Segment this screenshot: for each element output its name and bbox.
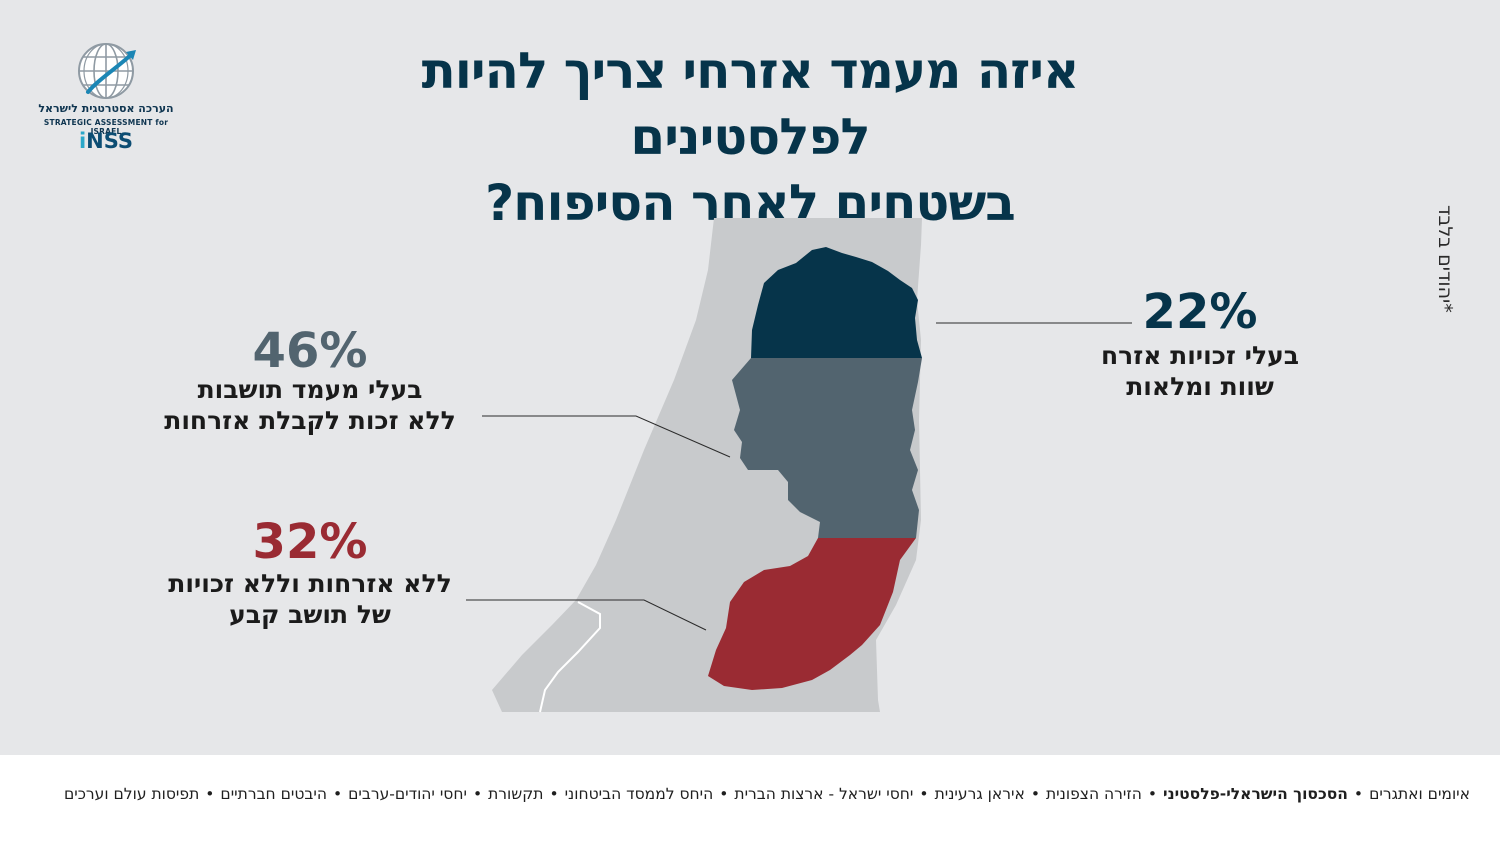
chart-title: איזה מעמד אזרחי צריך להיות לפלסטינים בשט… [300, 38, 1200, 236]
topics-list: איומים ואתגרים • הסכסוך הישראלי-פלסטיני • הז… [64, 785, 1470, 803]
category-label-32-line-1: ללא אזרחות וללא זכויות [168, 569, 452, 598]
topic-link[interactable]: הזירה הצפונית [1045, 785, 1142, 803]
topic-link[interactable]: הסכסוך הישראלי-פלסטיני [1163, 785, 1348, 803]
segment-full-citizenship [751, 247, 922, 358]
topic-separator: • [549, 785, 559, 803]
segment-residency [732, 358, 922, 538]
value-label-46: 46% [252, 323, 368, 379]
gaza-outline [539, 601, 601, 713]
map-graphic [466, 218, 1132, 713]
category-label-22: בעלי זכויות אזרח שוות ומלאות [1050, 340, 1350, 402]
logo-brand-text: NSS [86, 129, 134, 153]
topic-separator: • [205, 785, 215, 803]
topic-link[interactable]: יחסי יהודים-ערבים [348, 785, 467, 803]
logo-brand-prefix: i [78, 129, 87, 153]
topic-link[interactable]: תקשורת [488, 785, 544, 803]
category-label-22-line-1: בעלי זכויות אזרח [1101, 341, 1299, 370]
logo-hebrew-text: הערכה אסטרטגית לישראל [38, 102, 174, 115]
topic-link[interactable]: איראן גרעינית [934, 785, 1025, 803]
topic-link[interactable]: יחסי ישראל - ארצות הברית [734, 785, 914, 803]
footer-topics-bar: איומים ואתגרים • הסכסוך הישראלי-פלסטיני • הז… [0, 755, 1500, 844]
topic-separator: • [332, 785, 343, 803]
category-label-46-line-1: בעלי מעמד תושבות [197, 375, 423, 404]
topic-link[interactable]: היבטים חברתיים [220, 785, 327, 803]
category-label-22-line-2: שוות ומלאות [1126, 372, 1274, 401]
logo-english-text: STRATEGIC ASSESSMENT for ISRAEL [43, 118, 169, 136]
topic-link[interactable]: איומים ואתגרים [1369, 785, 1470, 803]
category-label-46: בעלי מעמד תושבות ללא זכות לקבלת אזרחות [130, 374, 490, 436]
segment-no-citizenship [708, 538, 916, 690]
leader-line-46 [482, 415, 731, 458]
topic-separator: • [1353, 785, 1364, 803]
topic-separator: • [719, 785, 729, 803]
topic-separator: • [1147, 785, 1157, 803]
inss-logo: הערכה אסטרטגית לישראל STRATEGIC ASSESSME… [36, 40, 176, 155]
topic-link[interactable]: היחס לממסד הביטחוני [564, 785, 714, 803]
value-label-22: 22% [1142, 284, 1258, 340]
main-panel: הערכה אסטרטגית לישראל STRATEGIC ASSESSME… [36, 38, 1456, 713]
topic-link[interactable]: תפיסות עולם וערכים [63, 785, 200, 803]
category-label-32: ללא אזרחות וללא זכויות של תושב קבע [130, 568, 490, 630]
topic-separator: • [919, 785, 929, 803]
value-label-32: 32% [252, 514, 368, 570]
globe-icon [78, 43, 136, 99]
topic-separator: • [472, 785, 483, 803]
category-label-32-line-2: של תושב קבע [229, 600, 391, 629]
category-label-46-line-2: ללא זכות לקבלת אזרחות [164, 406, 456, 435]
topic-separator: • [1030, 785, 1040, 803]
footnote: *יהודים בלבד [1434, 205, 1456, 313]
title-line-1: איזה מעמד אזרחי צריך להיות לפלסטינים [421, 42, 1080, 166]
leader-line-32 [466, 599, 707, 631]
logo-brand: iNSS [36, 129, 176, 153]
